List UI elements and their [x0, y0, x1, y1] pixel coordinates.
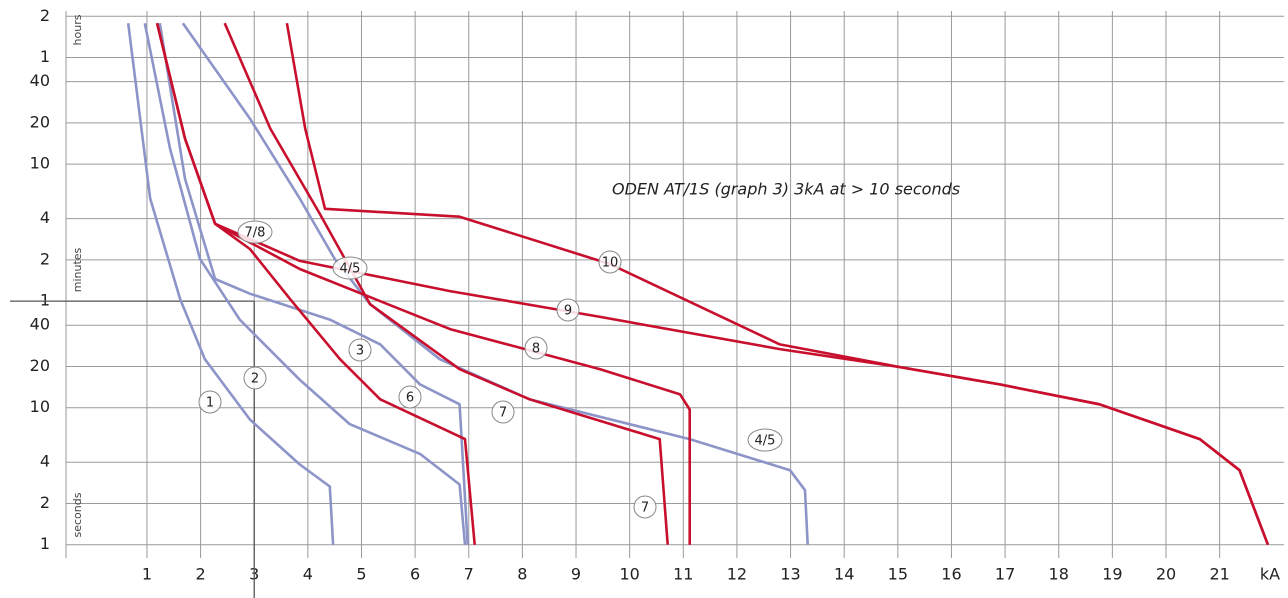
curve-label: 9 — [564, 304, 572, 319]
x-tick-label: 18 — [1049, 565, 1069, 584]
curve-label: 4/5 — [755, 434, 776, 449]
curve-label: 7 — [641, 501, 649, 516]
curve-label-circle — [198, 390, 222, 414]
curve-label: 4/5 — [340, 262, 361, 277]
curve-label: 7 — [499, 406, 507, 421]
curve-label-circle — [598, 250, 622, 274]
x-tick-label: 21 — [1209, 565, 1229, 584]
curve-label: 7/8 — [245, 226, 266, 241]
annotation: ODEN AT/1S (graph 3) 3kA at > 10 seconds — [612, 180, 960, 199]
curve-label: 1 — [206, 396, 214, 411]
x-axis-label: kA — [1260, 565, 1280, 584]
x-tick-label: 13 — [780, 565, 800, 584]
y-tick-label: 40 — [30, 315, 50, 334]
curve — [223, 22, 669, 545]
y-tick-label: 1 — [40, 291, 50, 310]
curve — [126, 23, 335, 545]
x-tick-label: 6 — [410, 565, 420, 584]
curve-label-circle — [237, 220, 273, 244]
y-tick-label: 2 — [40, 249, 50, 268]
x-tick-label: 17 — [995, 565, 1015, 584]
y-unit-label: seconds — [71, 492, 84, 537]
curve-label-circle — [243, 366, 267, 390]
y-tick-label: 4 — [40, 208, 50, 227]
y-tick-label: 1 — [40, 534, 50, 553]
x-tick-label: 11 — [673, 565, 693, 584]
y-unit-label: hours — [71, 14, 84, 45]
curve-label: 8 — [532, 342, 540, 357]
y-tick-label: 2 — [40, 6, 50, 25]
y-tick-label: 2 — [40, 493, 50, 512]
curve-label: 6 — [406, 391, 414, 406]
y-tick-label: 1 — [40, 47, 50, 66]
curve — [214, 222, 1270, 546]
curve-label-circle — [556, 298, 580, 322]
curve-label-circle — [491, 400, 515, 424]
curve — [155, 22, 476, 545]
curve-label-circle — [332, 256, 368, 280]
curve — [285, 22, 1270, 546]
curve-label-circle — [398, 385, 422, 409]
curve-label-circle — [633, 495, 657, 519]
x-tick-label: 4 — [303, 565, 313, 584]
y-tick-label: 10 — [30, 397, 50, 416]
x-tick-label: 20 — [1156, 565, 1176, 584]
x-tick-label: 2 — [195, 565, 205, 584]
y-unit-label: minutes — [71, 247, 84, 292]
x-tick-label: 5 — [356, 565, 366, 584]
x-tick-label: 7 — [464, 565, 474, 584]
y-tick-label: 10 — [30, 154, 50, 173]
curve-label: 3 — [356, 344, 364, 359]
curve — [181, 22, 809, 545]
y-tick-label: 20 — [30, 356, 50, 375]
x-tick-label: 14 — [834, 565, 854, 584]
y-tick-label: 4 — [40, 452, 50, 471]
x-tick-label: 16 — [941, 565, 961, 584]
y-tick-label: 20 — [30, 112, 50, 131]
x-tick-label: 15 — [888, 565, 908, 584]
x-tick-label: 10 — [619, 565, 639, 584]
curve — [158, 22, 469, 545]
curve — [155, 22, 691, 545]
curve-label-circle — [348, 338, 372, 362]
curve — [143, 22, 467, 545]
y-tick-label: 40 — [30, 71, 50, 90]
x-tick-label: 8 — [517, 565, 527, 584]
x-tick-label: 12 — [727, 565, 747, 584]
curve-label: 2 — [251, 372, 259, 387]
x-tick-label: 19 — [1102, 565, 1122, 584]
x-tick-label: 1 — [142, 565, 152, 584]
curve-label-circle — [747, 428, 783, 452]
curve-label-circle — [524, 336, 548, 360]
x-tick-label: 9 — [571, 565, 581, 584]
curve-label: 10 — [602, 256, 619, 271]
